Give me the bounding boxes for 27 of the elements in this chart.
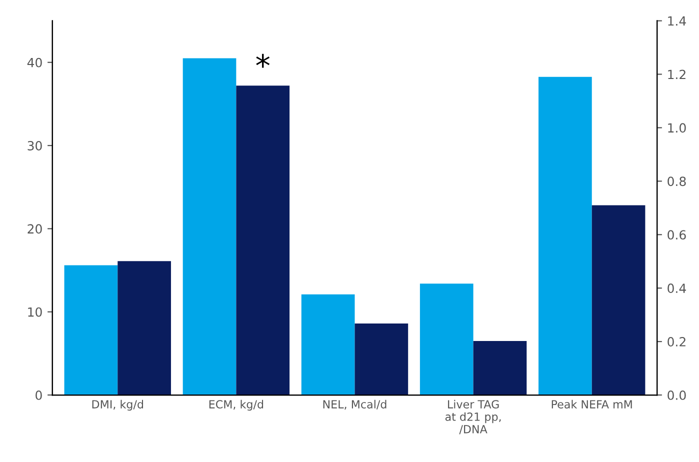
x-tick-label: ECM, kg/d (209, 400, 264, 411)
y2-tick-label: 1.2 (668, 70, 686, 79)
y2-tick-label: 1.0 (668, 123, 686, 133)
x-tick-label: Peak NEFA mM (552, 400, 632, 408)
x-tick-label: NEL, Mcal/d (323, 400, 386, 410)
y-tick-label: 30 (28, 141, 42, 150)
annotation: * (256, 54, 270, 68)
bar (473, 340, 527, 396)
y2-tick-label: 0.4 (668, 284, 686, 294)
bar (118, 261, 171, 396)
y-tick-label: 40 (27, 58, 42, 68)
bar (236, 86, 290, 396)
y-tick-label: 10 (28, 307, 42, 317)
y2-tick-label: 1.4 (668, 16, 686, 26)
bar (420, 284, 474, 396)
x-tick-label: Liver TAG at d21 pp, /DNA (445, 400, 501, 434)
y2-tick-label: 0.0 (668, 390, 686, 400)
bar (182, 58, 236, 396)
bar (301, 294, 355, 396)
y-tick-label: 20 (28, 224, 42, 234)
y2-tick-label: 0.8 (668, 176, 686, 186)
y2-tick-label: 0.2 (668, 337, 686, 346)
bar (64, 265, 118, 396)
bar (354, 323, 408, 396)
x-tick-label: DMI, kg/d (92, 400, 144, 411)
y-tick-label: 0 (36, 390, 42, 400)
y2-tick-label: 0.6 (668, 230, 686, 240)
